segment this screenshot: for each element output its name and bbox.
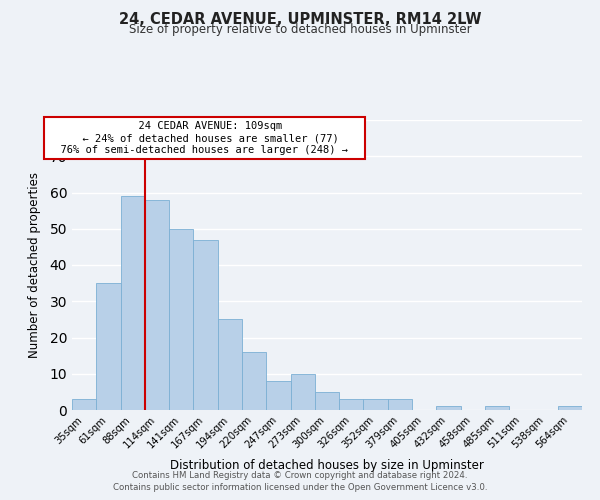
Bar: [72, 399, 96, 410]
Text: Size of property relative to detached houses in Upminster: Size of property relative to detached ho…: [128, 22, 472, 36]
X-axis label: Distribution of detached houses by size in Upminster: Distribution of detached houses by size …: [170, 459, 484, 472]
Bar: [121, 196, 145, 410]
Bar: [315, 392, 339, 410]
Bar: [242, 352, 266, 410]
Text: 24, CEDAR AVENUE, UPMINSTER, RM14 2LW: 24, CEDAR AVENUE, UPMINSTER, RM14 2LW: [119, 12, 481, 28]
Bar: [290, 374, 315, 410]
Bar: [96, 283, 121, 410]
Bar: [193, 240, 218, 410]
Bar: [266, 381, 290, 410]
Bar: [558, 406, 582, 410]
Bar: [388, 399, 412, 410]
Bar: [218, 320, 242, 410]
Text: 24 CEDAR AVENUE: 109sqm
  ← 24% of detached houses are smaller (77)
  76% of sem: 24 CEDAR AVENUE: 109sqm ← 24% of detache…: [49, 122, 361, 154]
Bar: [364, 399, 388, 410]
Bar: [169, 229, 193, 410]
Bar: [145, 200, 169, 410]
Bar: [485, 406, 509, 410]
Text: Contains HM Land Registry data © Crown copyright and database right 2024.: Contains HM Land Registry data © Crown c…: [132, 471, 468, 480]
Bar: [436, 406, 461, 410]
Text: Contains public sector information licensed under the Open Government Licence v3: Contains public sector information licen…: [113, 484, 487, 492]
Y-axis label: Number of detached properties: Number of detached properties: [28, 172, 41, 358]
Bar: [339, 399, 364, 410]
